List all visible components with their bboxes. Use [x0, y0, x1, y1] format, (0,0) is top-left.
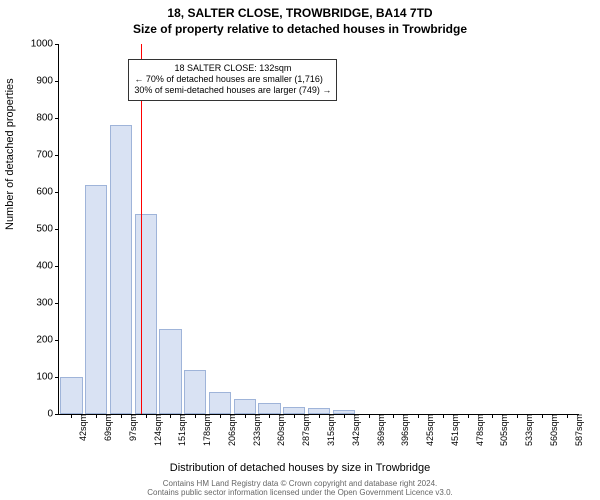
x-tick-mark — [146, 414, 147, 418]
plot-area: 0100200300400500600700800900100042sqm69s… — [58, 44, 579, 415]
x-tick-mark — [170, 414, 171, 418]
x-tick-label: 396sqm — [396, 414, 410, 446]
x-tick-label: 533sqm — [520, 414, 534, 446]
x-tick-mark — [319, 414, 320, 418]
x-tick-mark — [542, 414, 543, 418]
x-tick-label: 451sqm — [446, 414, 460, 446]
histogram-bar — [209, 392, 231, 414]
credits: Contains HM Land Registry data © Crown c… — [0, 479, 600, 498]
y-tick-mark — [55, 229, 59, 230]
x-tick-label: 369sqm — [372, 414, 386, 446]
x-tick-label: 342sqm — [347, 414, 361, 446]
x-tick-mark — [393, 414, 394, 418]
y-tick-mark — [55, 377, 59, 378]
histogram-bar — [258, 403, 280, 414]
x-tick-mark — [344, 414, 345, 418]
x-tick-label: 425sqm — [421, 414, 435, 446]
x-tick-mark — [443, 414, 444, 418]
histogram-bar — [110, 125, 132, 414]
annotation-box: 18 SALTER CLOSE: 132sqm← 70% of detached… — [128, 59, 337, 101]
x-tick-mark — [567, 414, 568, 418]
x-tick-label: 315sqm — [322, 414, 336, 446]
annotation-line: ← 70% of detached houses are smaller (1,… — [134, 74, 331, 85]
x-tick-mark — [121, 414, 122, 418]
y-tick-mark — [55, 266, 59, 267]
x-tick-mark — [269, 414, 270, 418]
y-tick-mark — [55, 118, 59, 119]
y-tick-mark — [55, 81, 59, 82]
x-tick-mark — [369, 414, 370, 418]
x-tick-label: 69sqm — [99, 414, 113, 441]
annotation-line: 30% of semi-detached houses are larger (… — [134, 85, 331, 96]
x-tick-label: 42sqm — [74, 414, 88, 441]
chart-title-subtitle: Size of property relative to detached ho… — [0, 20, 600, 36]
y-tick-mark — [55, 414, 59, 415]
y-axis-label: Number of detached properties — [4, 78, 16, 230]
x-tick-label: 206sqm — [223, 414, 237, 446]
histogram-bar — [283, 407, 305, 414]
x-axis-label: Distribution of detached houses by size … — [0, 462, 600, 474]
x-tick-label: 178sqm — [198, 414, 212, 446]
x-tick-mark — [71, 414, 72, 418]
x-tick-label: 287sqm — [297, 414, 311, 446]
x-tick-label: 97sqm — [124, 414, 138, 441]
credits-line1: Contains HM Land Registry data © Crown c… — [0, 479, 600, 489]
x-tick-label: 260sqm — [272, 414, 286, 446]
x-tick-mark — [96, 414, 97, 418]
x-tick-mark — [220, 414, 221, 418]
x-tick-mark — [418, 414, 419, 418]
x-tick-label: 505sqm — [495, 414, 509, 446]
x-tick-mark — [492, 414, 493, 418]
chart-title-address: 18, SALTER CLOSE, TROWBRIDGE, BA14 7TD — [0, 0, 600, 20]
annotation-line: 18 SALTER CLOSE: 132sqm — [134, 63, 331, 74]
y-tick-mark — [55, 192, 59, 193]
x-tick-label: 124sqm — [149, 414, 163, 446]
y-tick-mark — [55, 303, 59, 304]
x-tick-mark — [517, 414, 518, 418]
x-tick-label: 233sqm — [248, 414, 262, 446]
credits-line2: Contains public sector information licen… — [0, 488, 600, 498]
histogram-bar — [135, 214, 157, 414]
x-tick-label: 587sqm — [570, 414, 584, 446]
histogram-bar — [60, 377, 82, 414]
x-tick-mark — [294, 414, 295, 418]
x-tick-label: 560sqm — [545, 414, 559, 446]
x-tick-label: 478sqm — [471, 414, 485, 446]
histogram-bar — [159, 329, 181, 414]
y-tick-mark — [55, 155, 59, 156]
x-tick-mark — [245, 414, 246, 418]
histogram-bar — [234, 399, 256, 414]
x-tick-mark — [195, 414, 196, 418]
x-tick-mark — [468, 414, 469, 418]
y-tick-mark — [55, 340, 59, 341]
x-tick-label: 151sqm — [173, 414, 187, 446]
histogram-bar — [85, 185, 107, 414]
y-tick-mark — [55, 44, 59, 45]
histogram-bar — [184, 370, 206, 414]
